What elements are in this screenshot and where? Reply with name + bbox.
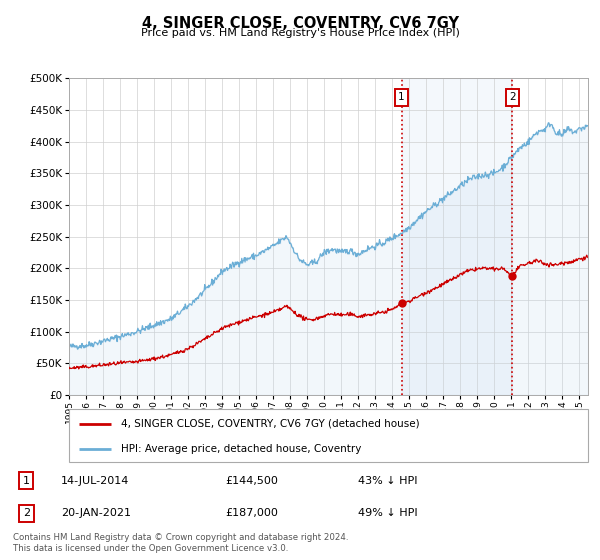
FancyBboxPatch shape (69, 409, 588, 462)
Bar (401, 78, 512, 395)
Text: 2: 2 (509, 92, 515, 102)
Text: 2: 2 (23, 508, 30, 518)
Text: 1: 1 (23, 476, 30, 486)
Text: HPI: Average price, detached house, Coventry: HPI: Average price, detached house, Cove… (121, 444, 361, 454)
Text: Contains HM Land Registry data © Crown copyright and database right 2024.
This d: Contains HM Land Registry data © Crown c… (13, 533, 349, 553)
Text: 4, SINGER CLOSE, COVENTRY, CV6 7GY (detached house): 4, SINGER CLOSE, COVENTRY, CV6 7GY (deta… (121, 419, 419, 429)
Text: 1: 1 (398, 92, 405, 102)
Text: £187,000: £187,000 (225, 508, 278, 518)
Text: Price paid vs. HM Land Registry's House Price Index (HPI): Price paid vs. HM Land Registry's House … (140, 28, 460, 38)
Text: £144,500: £144,500 (225, 476, 278, 486)
Text: 14-JUL-2014: 14-JUL-2014 (61, 476, 130, 486)
Text: 49% ↓ HPI: 49% ↓ HPI (358, 508, 417, 518)
Text: 43% ↓ HPI: 43% ↓ HPI (358, 476, 417, 486)
Text: 20-JAN-2021: 20-JAN-2021 (61, 508, 131, 518)
Text: 4, SINGER CLOSE, COVENTRY, CV6 7GY: 4, SINGER CLOSE, COVENTRY, CV6 7GY (142, 16, 458, 31)
